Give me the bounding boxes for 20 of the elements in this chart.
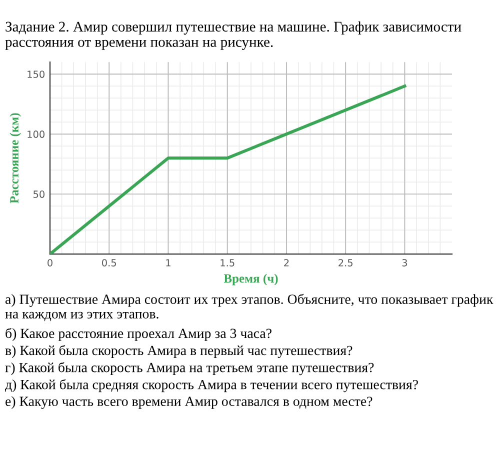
chart-title: Задание 2. Амир совершил путешествие на машине. График зависимости расстояния от времени показан на рисунке. bbox=[5, 21, 462, 50]
y-tick-label: 50 bbox=[34, 190, 44, 198]
x-tick-label: 2 bbox=[284, 259, 289, 266]
x-tick-label: 1 bbox=[166, 259, 170, 266]
y-tick-label: 150 bbox=[28, 70, 44, 78]
x-tick-label: 2.5 bbox=[338, 259, 352, 266]
text: в) Какой была скорость Амира в первый час путешествия? bbox=[5, 345, 352, 358]
text: д) Какой была средняя скорость Амира в течении всего путешествия? bbox=[5, 379, 418, 392]
x-tick-label: 1.5 bbox=[220, 259, 234, 266]
x-tick-label: 3 bbox=[402, 259, 408, 266]
x-tick-label: 0.5 bbox=[102, 259, 116, 266]
text: г) Какой была скорость Амира на третьем этапе путешествия? bbox=[5, 362, 374, 376]
x-axis-title: Время (ч) bbox=[224, 274, 278, 286]
y-axis-title: Расстояние (км) bbox=[10, 113, 22, 204]
line-series bbox=[50, 84, 406, 254]
y-tick-label: 100 bbox=[28, 130, 44, 138]
text: а) Путешествие Амира состоит их трех этапов. Объясните, что показывает график на каждом из этих этапов. bbox=[5, 294, 494, 322]
text: е) Какую часть всего времени Амир оставался в одном месте? bbox=[6, 396, 372, 409]
x-tick-label: 0 bbox=[48, 259, 52, 266]
text: б) Какое расстояние проехал Амир за 3 часа? bbox=[6, 328, 272, 341]
